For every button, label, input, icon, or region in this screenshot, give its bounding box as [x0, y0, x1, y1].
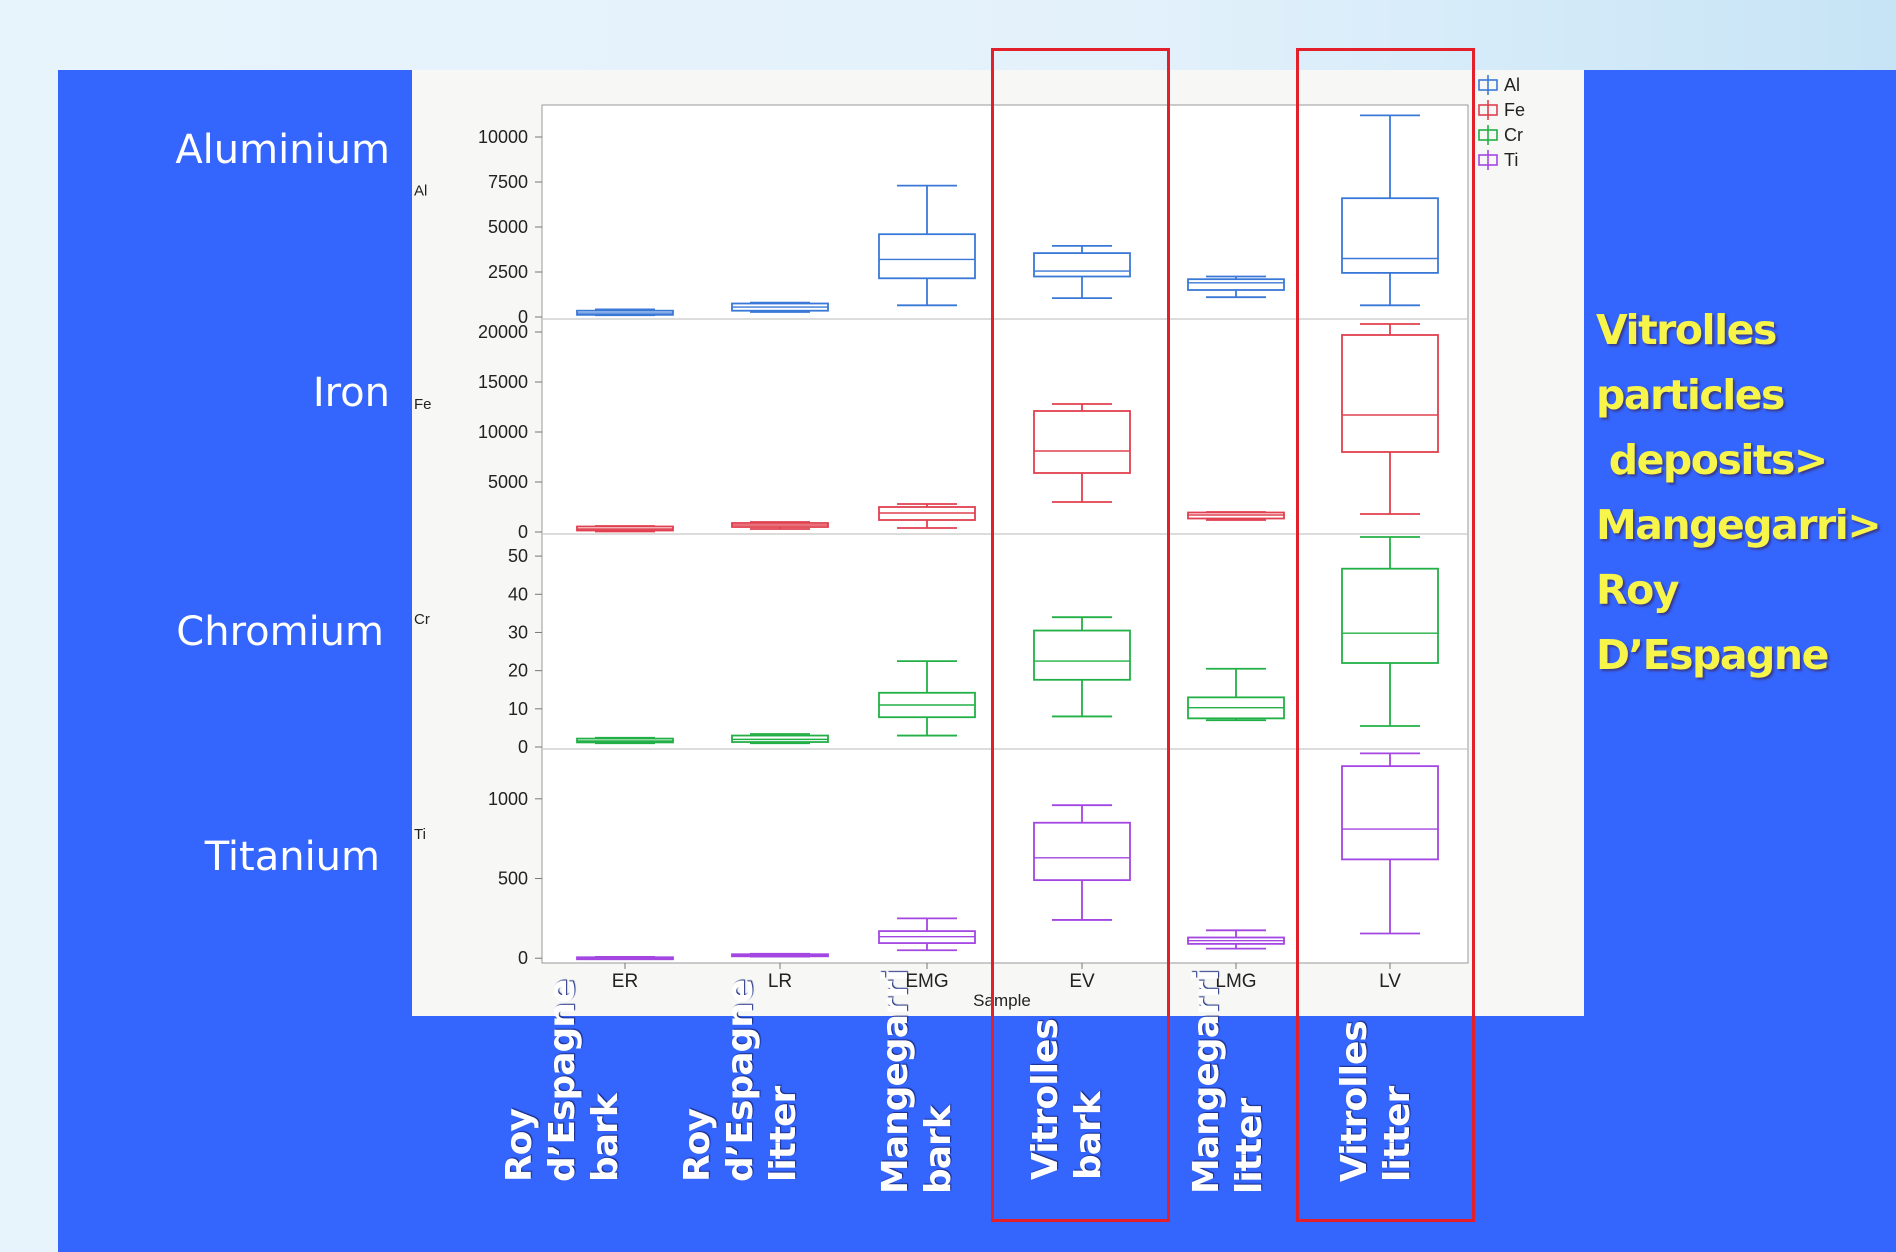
y-tick-label: 15000	[478, 372, 528, 392]
legend-label-al: Al	[1504, 75, 1520, 95]
box-ti-lv	[1341, 765, 1439, 861]
y-axis-label-al: Al	[414, 183, 427, 200]
sample-description-er: Roy d’Espagne bark	[499, 979, 626, 1182]
x-tick-label-lmg: LMG	[1215, 971, 1256, 992]
box-al-emg	[878, 233, 976, 280]
element-label-chromium: Chromium	[176, 609, 384, 655]
y-tick-label: 0	[518, 307, 528, 327]
y-tick-label: 500	[498, 869, 528, 889]
legend-label-cr: Cr	[1504, 125, 1523, 145]
y-tick-label: 20000	[478, 322, 528, 342]
y-tick-label: 40	[508, 584, 528, 604]
element-label-aluminium: Aluminium	[175, 127, 390, 173]
box-cr-lv	[1341, 567, 1439, 664]
y-tick-label: 5000	[488, 217, 528, 237]
box-fe-lv	[1341, 334, 1439, 453]
legend-swatch-box	[1478, 79, 1498, 91]
y-tick-label: 30	[508, 622, 528, 642]
highlight-box-vitrolles-bark	[991, 48, 1170, 1222]
x-tick-label-ev: EV	[1069, 971, 1095, 992]
legend-label-fe: Fe	[1504, 100, 1525, 120]
legend-label-ti: Ti	[1504, 150, 1518, 170]
legend-swatch-box	[1478, 154, 1498, 166]
x-axis-title: Sample	[973, 991, 1031, 1010]
x-tick-label-er: ER	[612, 971, 638, 992]
box-al-ev	[1033, 252, 1131, 278]
x-tick-label-lv: LV	[1379, 971, 1401, 992]
legend-swatch-box	[1478, 104, 1498, 116]
sample-description-lr: Roy d’Espagne litter	[677, 979, 804, 1182]
box-cr-ev	[1033, 629, 1131, 681]
y-tick-label: 1000	[488, 789, 528, 809]
y-tick-label: 0	[518, 948, 528, 968]
x-tick-label-lr: LR	[768, 971, 792, 992]
box-al-lmg	[1187, 278, 1285, 291]
box-al-lv	[1341, 197, 1439, 274]
element-label-iron: Iron	[312, 370, 390, 416]
sample-description-lmg: Mangegarri litter	[1186, 970, 1270, 1194]
y-tick-label: 50	[508, 546, 528, 566]
y-tick-label: 10	[508, 699, 528, 719]
y-axis-label-ti: Ti	[414, 826, 426, 843]
y-tick-label: 10000	[478, 127, 528, 147]
y-tick-label: 20	[508, 661, 528, 681]
element-label-titanium: Titanium	[204, 834, 380, 880]
y-tick-label: 10000	[478, 422, 528, 442]
y-axis-label-cr: Cr	[414, 611, 430, 628]
x-tick-label-emg: EMG	[905, 971, 948, 992]
sample-description-emg: Mangegarri bark	[875, 970, 959, 1194]
y-axis-label-fe: Fe	[414, 396, 432, 413]
legend-swatch-box	[1478, 129, 1498, 141]
boxplot-chart: 025005000750010000Al05000100001500020000…	[414, 75, 1525, 1010]
y-tick-label: 0	[518, 737, 528, 757]
box-ti-ev	[1033, 821, 1131, 882]
y-tick-label: 2500	[488, 262, 528, 282]
conclusion-text: Vitrolles particles deposits> Mangegarri…	[1596, 306, 1882, 679]
box-fe-ev	[1033, 410, 1131, 474]
y-tick-label: 0	[518, 522, 528, 542]
y-tick-label: 7500	[488, 172, 528, 192]
y-tick-label: 5000	[488, 472, 528, 492]
highlight-box-vitrolles-litter	[1296, 48, 1475, 1222]
